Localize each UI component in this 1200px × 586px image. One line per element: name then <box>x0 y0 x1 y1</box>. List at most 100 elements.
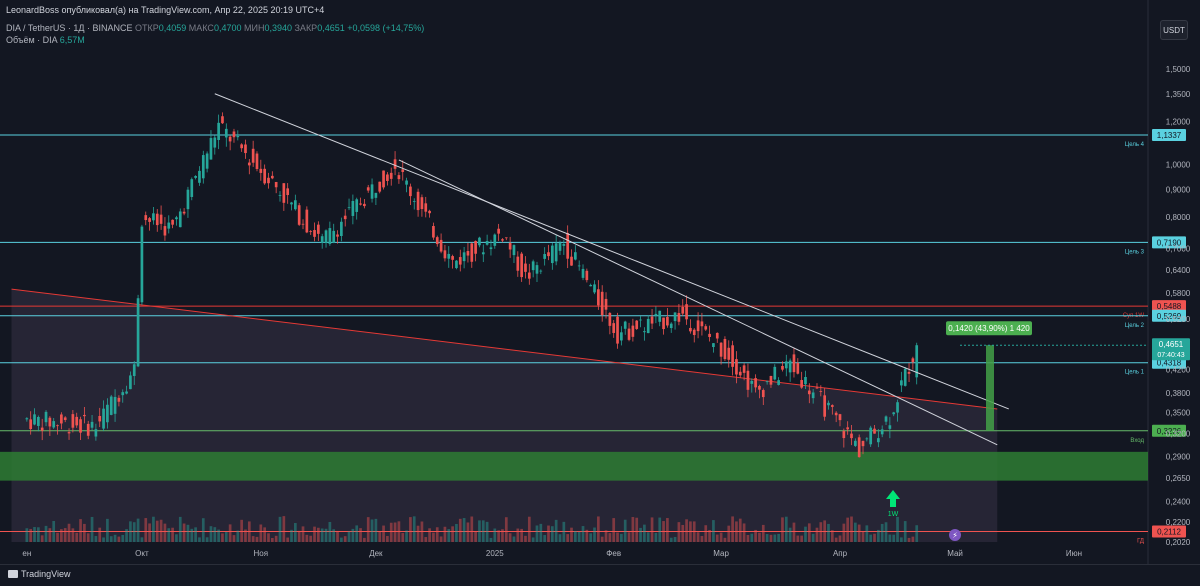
x-tick-label: Мар <box>713 549 729 558</box>
volume-bar <box>896 516 899 542</box>
level-price-text: 0,7190 <box>1157 238 1182 247</box>
candle-body <box>209 138 213 160</box>
candle-body <box>685 304 688 320</box>
candle-body <box>708 333 711 338</box>
candle-body <box>221 116 224 124</box>
volume-bar <box>593 527 596 542</box>
volume-bar <box>259 524 263 542</box>
volume-bar <box>75 532 79 542</box>
y-tick-label: 0,2400 <box>1166 497 1191 506</box>
candle-body <box>850 433 853 439</box>
x-tick-label: Окт <box>135 549 149 558</box>
candle-body <box>428 210 431 214</box>
currency-button[interactable]: USDT <box>1160 20 1188 40</box>
candle-body <box>504 237 508 239</box>
candle-body <box>132 364 136 377</box>
volume-bar <box>673 536 677 542</box>
volume-bar <box>167 528 171 542</box>
volume-bar <box>224 531 228 542</box>
x-tick-label: Июн <box>1066 549 1082 558</box>
volume-bar <box>911 536 915 542</box>
volume-bar <box>140 537 144 542</box>
candle-body <box>324 230 328 243</box>
candle-body <box>792 354 796 373</box>
arrow-up-icon <box>886 490 900 507</box>
candle-body <box>677 313 681 322</box>
volume-bar <box>389 522 393 542</box>
candle-body <box>282 183 286 203</box>
volume-bar <box>209 526 213 542</box>
volume-bar <box>343 536 347 542</box>
volume-bar <box>71 528 75 542</box>
volume-bar <box>378 531 382 542</box>
volume-bar <box>171 527 174 542</box>
volume-bar <box>351 528 355 542</box>
candle-body <box>735 359 738 375</box>
candle-body <box>712 343 715 348</box>
volume-bar <box>708 529 711 542</box>
volume-bar <box>113 534 117 542</box>
candle-body <box>830 405 834 407</box>
candle-body <box>531 261 535 271</box>
candle-body <box>424 203 428 212</box>
candle-body <box>869 427 873 445</box>
volume-bar <box>251 536 255 542</box>
symbol-legend[interactable]: DIA / TetherUS · 1Д · BINANCE ОТКР0,4059… <box>6 23 424 33</box>
volume-bar <box>715 534 719 542</box>
y-tick-label: 0,8000 <box>1166 213 1191 222</box>
candle-body <box>846 427 850 430</box>
candle-body <box>25 418 29 420</box>
volume-bar <box>117 536 121 542</box>
volume-legend[interactable]: Объём · DIA 6,57M <box>6 35 85 45</box>
candle-body <box>834 412 838 416</box>
volume-bar <box>60 529 63 542</box>
candle-body <box>719 342 723 357</box>
volume-bar <box>735 521 738 542</box>
footer-bar: TradingView <box>0 564 1200 586</box>
candle-body <box>309 231 313 232</box>
publisher-text: LeonardBoss опубликовал(а) на TradingVie… <box>6 5 325 15</box>
volume-bar <box>750 533 754 542</box>
volume-bar <box>94 536 98 542</box>
volume-bar <box>152 516 155 542</box>
symbol-title: DIA / TetherUS · 1Д · BINANCE <box>6 23 133 33</box>
volume-bar <box>44 525 48 542</box>
volume-bar <box>807 523 811 542</box>
candle-body <box>351 200 355 216</box>
candle-body <box>98 415 102 422</box>
candle-body <box>888 425 892 429</box>
tradingview-logo[interactable]: TradingView <box>8 569 71 579</box>
candle-body <box>267 177 270 184</box>
candle-body <box>765 381 769 383</box>
candle-body <box>259 168 263 173</box>
candle-body <box>370 184 374 199</box>
volume-bar <box>190 528 194 542</box>
candle-body <box>155 213 159 226</box>
candle-body <box>286 188 290 196</box>
y-tick-label: 1,2000 <box>1166 118 1191 127</box>
measure-label: 0,1420 (43,90%) 1 420 <box>948 324 1030 333</box>
candle-body <box>363 203 366 207</box>
tradingview-logo-text: TradingView <box>21 569 71 579</box>
candle-body <box>738 371 742 376</box>
level-price-text: 0,5269 <box>1157 312 1182 321</box>
candle-body <box>620 332 623 341</box>
volume-bar <box>608 533 612 542</box>
candle-body <box>359 203 362 205</box>
candle-body <box>489 247 493 250</box>
measure-range-bar <box>986 345 994 431</box>
candle-body <box>616 316 619 344</box>
volume-bar <box>244 529 247 542</box>
candle-body <box>692 329 696 336</box>
volume-bar <box>527 516 531 542</box>
volume-bar <box>401 532 405 542</box>
x-tick-label: Ноя <box>254 549 269 558</box>
candle-body <box>819 390 823 392</box>
volume-bar <box>213 527 217 542</box>
candle-body <box>769 375 773 385</box>
candle-body <box>723 338 727 360</box>
candle-body <box>681 306 685 314</box>
volume-bar <box>800 535 803 542</box>
x-tick-label: Апр <box>833 549 848 558</box>
